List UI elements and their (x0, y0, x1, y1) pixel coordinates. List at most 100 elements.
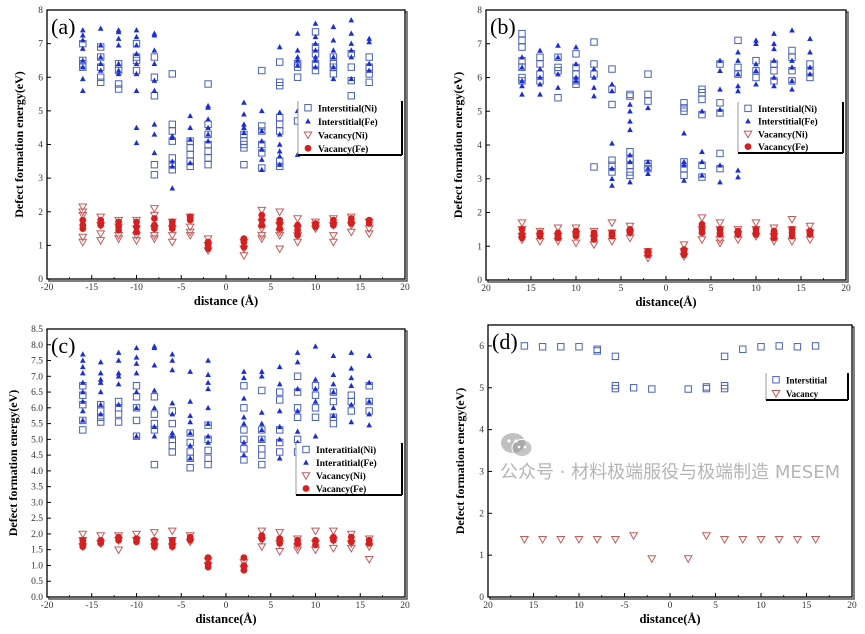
data-point (366, 379, 373, 385)
x-tick-label: 0 (664, 284, 669, 294)
data-point (330, 221, 337, 229)
data-point (753, 81, 759, 87)
data-point (114, 418, 123, 426)
data-point (186, 216, 194, 224)
data-point (611, 352, 620, 361)
legend-label: Interatitial(Fe) (316, 458, 377, 469)
data-point (169, 185, 176, 191)
x-axis-label: distance(Å) (635, 295, 696, 309)
data-point (97, 370, 104, 376)
data-point (294, 385, 301, 392)
data-point (167, 238, 177, 247)
data-point (537, 74, 543, 80)
y-tick-label: 1 (477, 242, 482, 252)
data-point (574, 536, 584, 544)
data-point (806, 231, 814, 238)
x-tick-label: 15 (802, 601, 812, 611)
data-point (328, 238, 339, 247)
data-point (348, 40, 355, 46)
data-point (258, 436, 265, 442)
data-point (330, 23, 337, 30)
data-point (364, 230, 374, 239)
x-tick-label: 5 (619, 284, 624, 294)
data-point (151, 387, 158, 393)
data-point (310, 527, 321, 536)
legend: Interstitial Vacancy (765, 373, 849, 401)
data-point (79, 32, 86, 38)
data-point (151, 215, 158, 222)
data-point (365, 220, 373, 227)
data-point (150, 460, 159, 469)
y-tick-label: 7.0 (31, 372, 43, 382)
data-point (240, 426, 248, 434)
data-point (312, 433, 319, 439)
x-tick-label: 5 (268, 283, 273, 293)
data-point (572, 50, 580, 58)
data-point (348, 75, 355, 82)
data-point (590, 163, 598, 171)
data-point (330, 404, 337, 411)
data-point (151, 543, 158, 550)
y-tick-label: 6.0 (31, 404, 43, 414)
y-tick-label: 8.5 (31, 325, 43, 335)
legend: Interstitial(Ni)Interstitial(Fe)Vacancy(… (737, 102, 844, 154)
data-point (366, 60, 373, 67)
data-point (555, 54, 561, 60)
legend-label: Vacancy(Fe) (758, 142, 808, 153)
legend-marker (744, 104, 752, 113)
data-point (241, 374, 247, 381)
data-point (241, 99, 247, 105)
data-point (518, 63, 526, 72)
data-point (735, 88, 741, 94)
data-point (187, 412, 194, 418)
data-point (347, 538, 355, 546)
data-point (346, 544, 356, 553)
data-point (133, 50, 140, 56)
data-point (258, 211, 266, 219)
data-point (348, 349, 355, 355)
data-point (294, 231, 301, 239)
data-point (519, 54, 525, 60)
x-tick-label: 20 (400, 601, 410, 611)
legend: Interstitial(Ni)Interstitial(Fe)Vacancy(… (297, 101, 403, 156)
data-point (626, 92, 634, 100)
data-point (294, 226, 301, 234)
data-point (311, 391, 320, 399)
legend-label: Vacancy (786, 389, 819, 399)
data-point (679, 241, 689, 250)
data-point (805, 222, 815, 231)
panel-label: (c) (51, 333, 75, 358)
data-point (151, 404, 158, 411)
panel-label: (b) (490, 14, 516, 39)
data-point (590, 236, 598, 243)
data-point (151, 433, 158, 439)
data-point (276, 131, 283, 137)
legend-label: Vacancy(Fe) (316, 484, 366, 495)
data-point (79, 27, 86, 33)
data-point (79, 407, 86, 414)
data-point (204, 446, 212, 455)
data-point (347, 407, 356, 415)
x-tick-label: 15 (356, 283, 366, 293)
data-point (167, 232, 177, 241)
data-point (276, 225, 284, 232)
data-point (609, 81, 615, 87)
data-point (240, 554, 248, 561)
data-point (699, 108, 705, 114)
data-point (330, 536, 337, 544)
data-point (575, 343, 583, 351)
data-point (275, 208, 285, 217)
x-tick-label: 20 (483, 601, 493, 611)
data-point (151, 131, 158, 137)
data-point (365, 53, 373, 61)
chart-panel-a: -20 -15 -10 -5 0 5 10 15 20 0 1 2 3 4 5 6 7 8 distance (Å)… (12, 6, 410, 308)
data-point (151, 423, 158, 429)
panel-label: (d) (492, 329, 518, 354)
data-point (573, 44, 579, 50)
data-point (151, 362, 158, 368)
y-tick-label: 0.0 (31, 593, 43, 603)
data-point (537, 81, 543, 87)
data-point (591, 93, 597, 99)
watermark: 公众号 · 材料极端服役与极端制造 MESEM (500, 462, 841, 483)
data-point (627, 108, 633, 114)
